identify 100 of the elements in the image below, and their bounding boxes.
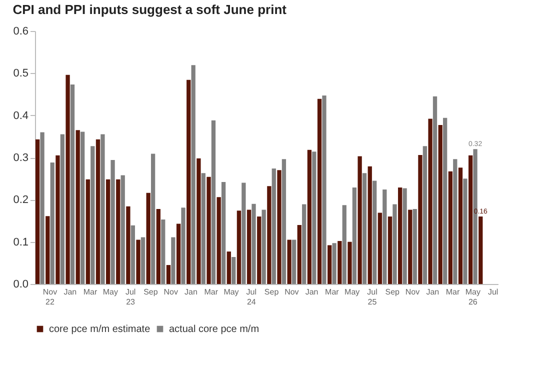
bar — [463, 178, 468, 284]
bar — [176, 224, 181, 284]
x-tick-label: Sep — [144, 288, 158, 296]
bar — [196, 158, 201, 284]
x-tick-label: Nov — [284, 288, 299, 296]
y-tick-label: 0.0 — [13, 278, 28, 290]
x-tick-label: Mar — [325, 288, 340, 296]
bar — [216, 197, 221, 284]
bar — [402, 188, 407, 284]
x-tick-label: Jul 23 — [125, 288, 136, 306]
bar — [130, 225, 135, 284]
x-tick-label: May 26 — [465, 288, 480, 306]
bar — [292, 240, 296, 284]
bar — [348, 242, 352, 284]
bar — [378, 212, 382, 284]
bar — [221, 182, 226, 284]
bar — [458, 168, 463, 284]
bar — [150, 154, 156, 284]
bar — [372, 180, 377, 284]
bar — [358, 156, 362, 284]
bar — [342, 205, 346, 284]
bar — [287, 240, 292, 284]
bar — [277, 170, 282, 284]
bar — [66, 74, 70, 284]
bar — [282, 159, 286, 284]
bar — [96, 139, 100, 284]
bar — [181, 208, 186, 284]
x-tick-label: Jan — [64, 288, 77, 296]
bar — [242, 182, 246, 284]
bar — [257, 216, 262, 284]
bar — [246, 210, 252, 284]
bar — [432, 96, 438, 284]
bar — [448, 171, 453, 284]
bar — [252, 204, 256, 284]
bar — [106, 179, 110, 284]
bar — [50, 162, 54, 284]
bar — [140, 237, 146, 284]
bar — [186, 80, 191, 284]
bar — [171, 237, 176, 284]
bar — [191, 65, 196, 284]
x-tick-label: Mar — [204, 288, 218, 296]
bar — [201, 173, 206, 284]
y-tick-label: 0.3 — [13, 152, 28, 164]
bar — [332, 243, 336, 284]
bar — [116, 179, 120, 284]
bar — [90, 146, 95, 284]
bar — [36, 139, 40, 284]
bar — [136, 240, 140, 284]
bar — [338, 240, 342, 284]
bar — [328, 245, 332, 284]
bar — [302, 204, 306, 284]
bar — [297, 224, 302, 284]
y-tick-label: 0.1 — [13, 236, 28, 248]
bar — [267, 186, 272, 284]
bar — [70, 84, 75, 284]
y-tick-label: 0.6 — [13, 26, 28, 38]
x-tick-label: Sep — [264, 288, 280, 296]
bar — [262, 210, 266, 284]
bar — [86, 179, 90, 284]
bar — [146, 192, 150, 284]
bar — [312, 152, 316, 284]
bar — [211, 120, 216, 284]
bar — [368, 166, 372, 284]
bar — [76, 130, 80, 284]
y-tick-label: 0.4 — [13, 110, 28, 122]
bar — [46, 216, 50, 284]
bar — [226, 252, 231, 284]
x-tick-label: May — [344, 288, 360, 296]
bar — [398, 187, 402, 284]
y-tick-label: 0.2 — [13, 194, 28, 206]
bar — [120, 175, 125, 284]
bar — [392, 204, 397, 284]
bar — [232, 257, 236, 284]
bar — [422, 146, 428, 284]
bar — [272, 168, 276, 284]
bar — [322, 96, 326, 284]
bar — [382, 190, 387, 284]
bar — [443, 118, 448, 284]
bar — [236, 210, 242, 284]
bar — [100, 134, 105, 284]
x-tick-label: Nov — [405, 288, 420, 296]
bar — [468, 155, 473, 284]
bar — [362, 173, 367, 284]
x-tick-label: Nov 22 — [42, 288, 58, 306]
bar — [80, 132, 85, 284]
bar — [161, 219, 166, 284]
bar — [352, 187, 357, 284]
bar — [453, 159, 458, 284]
x-tick-label: Jan — [426, 288, 440, 296]
x-tick-label: Jul 24 — [246, 288, 257, 306]
x-tick-label: Jan — [305, 288, 318, 296]
bar — [478, 216, 483, 284]
bar — [156, 208, 160, 284]
bar — [307, 150, 312, 284]
bar — [412, 208, 417, 284]
bar — [206, 176, 211, 284]
bar — [418, 154, 422, 284]
bar — [428, 118, 432, 284]
bar — [388, 216, 392, 284]
legend-label: actual core pce m/m — [169, 324, 260, 335]
